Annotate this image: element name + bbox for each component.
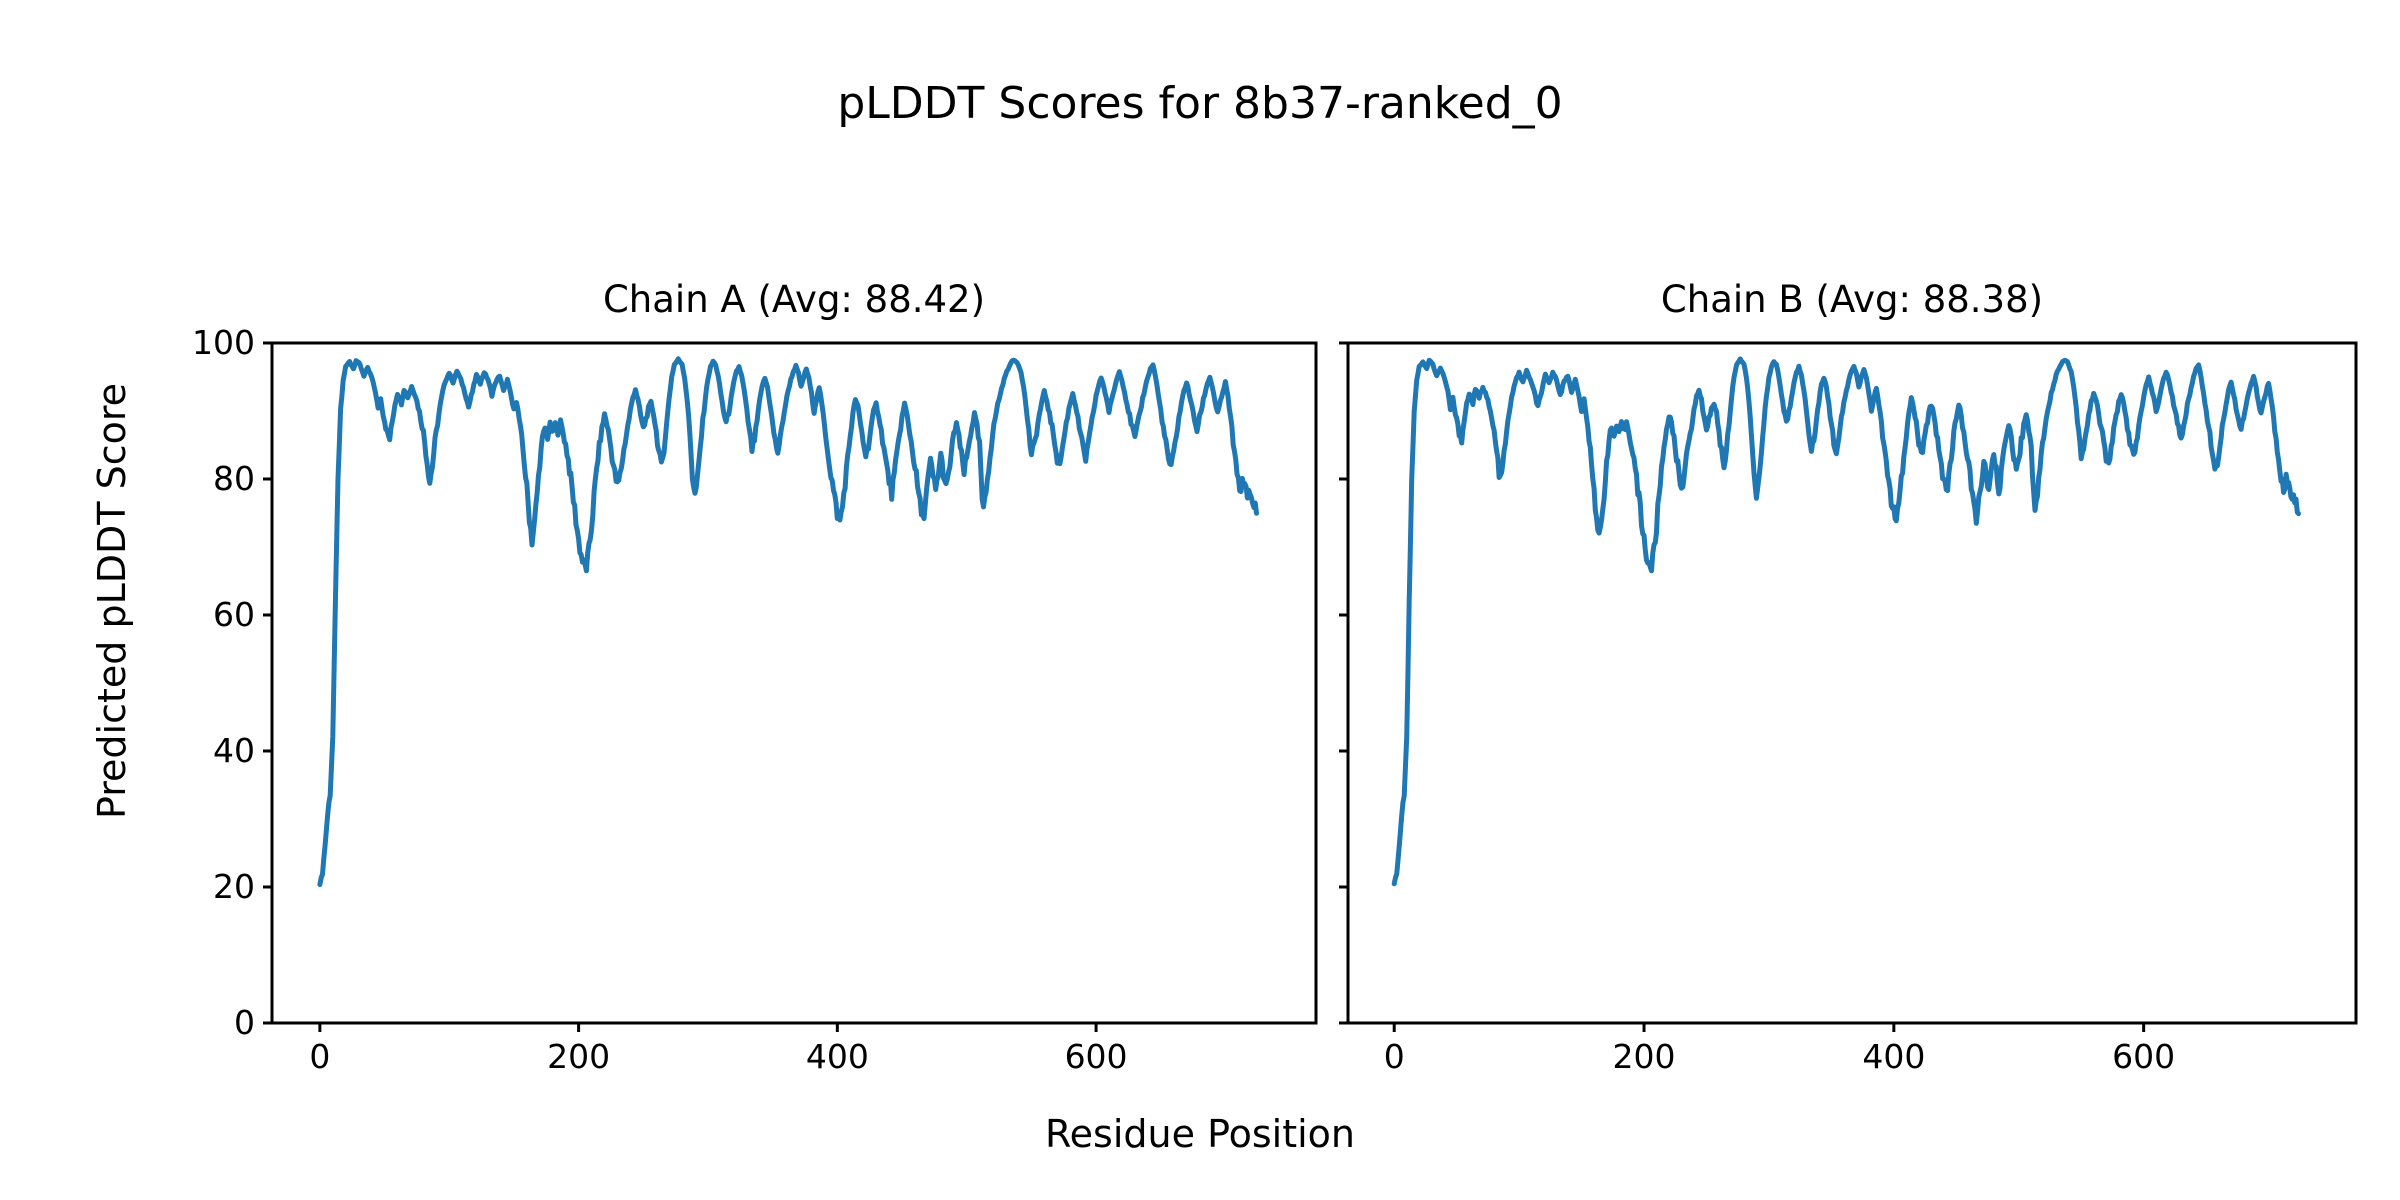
axes-spines-chain-b [1346,341,2358,1025]
axes-chain-b: 0 200 400 600 [1339,341,2358,1076]
y-tick-label: 60 [213,595,255,634]
x-tick-label: 0 [1384,1037,1405,1076]
subplot-title-chain-b: Chain B (Avg: 88.38) [1660,278,2044,321]
figure-title: pLDDT Scores for 8b37-ranked_0 [837,78,1563,129]
y-tick-label: 20 [213,867,255,906]
x-tick-label: 600 [1065,1037,1128,1076]
x-tick-label: 400 [806,1037,869,1076]
x-tick-label: 600 [2112,1037,2175,1076]
x-tick-label: 200 [547,1037,610,1076]
y-tick-label: 80 [213,459,255,498]
y-tick-label: 0 [234,1003,255,1042]
plddt-line-chain-a [317,356,1259,887]
plddt-line-chain-b [1391,356,2301,887]
x-tick-label: 0 [309,1037,330,1076]
x-tick-label: 200 [1613,1037,1676,1076]
x-tick-label: 400 [1862,1037,1925,1076]
x-axis-label: Residue Position [1044,1112,1356,1156]
subplot-title-chain-a: Chain A (Avg: 88.42) [602,278,986,321]
y-tick-label: 100 [192,323,255,362]
y-tick-label: 40 [213,731,255,770]
axes-chain-a: 0 200 400 600 0 20 40 60 80 100 [192,323,1318,1076]
axes-spines-chain-a [270,341,1318,1025]
